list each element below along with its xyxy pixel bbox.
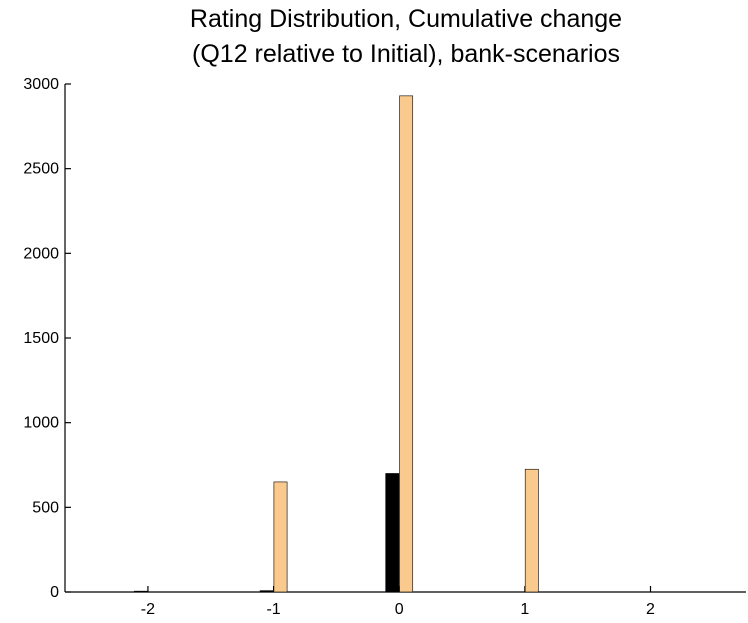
bar: [399, 95, 414, 593]
bar: [524, 468, 539, 593]
x-tick-label: 1: [520, 601, 529, 618]
bar: [259, 590, 274, 593]
y-tick-label: 1500: [23, 330, 59, 347]
chart-title: (Q12 relative to Initial), bank-scenario…: [192, 40, 620, 68]
x-tick-label: 2: [646, 601, 655, 618]
chart-title: Rating Distribution, Cumulative change: [190, 5, 622, 33]
y-tick-label: 1000: [23, 415, 59, 432]
y-tick-label: 500: [32, 499, 59, 516]
x-tick-label: -2: [141, 601, 155, 618]
x-tick-label: -1: [266, 601, 280, 618]
y-tick-label: 2500: [23, 161, 59, 178]
y-tick-label: 0: [50, 584, 59, 601]
y-tick-label: 3000: [23, 76, 59, 93]
bar: [134, 590, 148, 593]
bar: [273, 481, 288, 593]
bar: [385, 473, 400, 593]
x-tick-label: 0: [395, 601, 404, 618]
y-tick-label: 2000: [23, 245, 59, 262]
